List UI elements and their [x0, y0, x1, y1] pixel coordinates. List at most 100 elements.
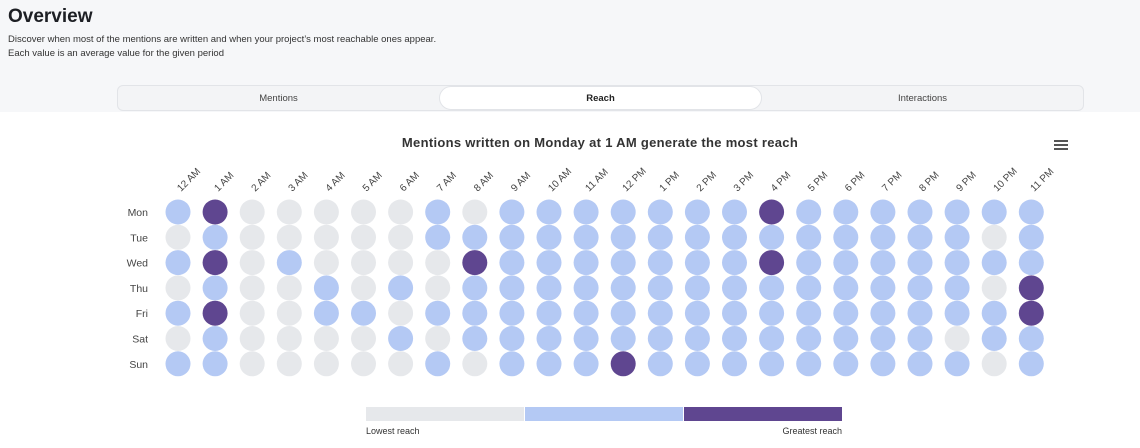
heatmap-cell[interactable]: [796, 300, 822, 326]
heatmap-cell[interactable]: [388, 199, 414, 225]
heatmap-cell[interactable]: [610, 224, 636, 250]
heatmap-cell[interactable]: [239, 326, 265, 351]
heatmap-cell[interactable]: [907, 351, 933, 377]
heatmap-cell[interactable]: [462, 275, 488, 301]
heatmap-cell[interactable]: [870, 199, 896, 225]
heatmap-cell[interactable]: [796, 326, 822, 351]
heatmap-cell[interactable]: [1018, 199, 1044, 225]
heatmap-cell[interactable]: [907, 199, 933, 225]
heatmap-cell[interactable]: [573, 199, 599, 225]
heatmap-cell[interactable]: [870, 275, 896, 301]
heatmap-cell[interactable]: [388, 275, 414, 301]
heatmap-cell[interactable]: [944, 224, 970, 250]
heatmap-cell[interactable]: [165, 351, 191, 377]
heatmap-cell[interactable]: [759, 199, 785, 225]
heatmap-cell[interactable]: [647, 351, 673, 377]
heatmap-cell[interactable]: [499, 300, 525, 326]
heatmap-cell[interactable]: [276, 250, 302, 276]
heatmap-cell[interactable]: [351, 224, 376, 250]
heatmap-cell[interactable]: [239, 224, 265, 250]
heatmap-cell[interactable]: [202, 250, 228, 276]
heatmap-cell[interactable]: [313, 224, 339, 250]
heatmap-cell[interactable]: [944, 351, 970, 377]
heatmap-cell[interactable]: [276, 300, 302, 326]
heatmap-cell[interactable]: [647, 199, 673, 225]
heatmap-cell[interactable]: [870, 224, 896, 250]
heatmap-cell[interactable]: [313, 275, 339, 301]
heatmap-cell[interactable]: [610, 250, 636, 276]
heatmap-cell[interactable]: [276, 199, 302, 225]
heatmap-cell[interactable]: [351, 199, 376, 225]
heatmap-cell[interactable]: [944, 300, 970, 326]
heatmap-cell[interactable]: [981, 275, 1007, 301]
heatmap-cell[interactable]: [870, 300, 896, 326]
heatmap-cell[interactable]: [796, 224, 822, 250]
heatmap-cell[interactable]: [573, 224, 599, 250]
heatmap-cell[interactable]: [202, 275, 228, 301]
heatmap-cell[interactable]: [536, 326, 562, 351]
heatmap-cell[interactable]: [981, 326, 1007, 351]
heatmap-cell[interactable]: [388, 351, 414, 377]
heatmap-cell[interactable]: [388, 300, 414, 326]
heatmap-cell[interactable]: [944, 250, 970, 276]
heatmap-cell[interactable]: [1018, 250, 1044, 276]
heatmap-cell[interactable]: [351, 250, 376, 276]
heatmap-cell[interactable]: [165, 250, 191, 276]
heatmap-cell[interactable]: [684, 250, 710, 276]
heatmap-cell[interactable]: [610, 199, 636, 225]
heatmap-cell[interactable]: [870, 250, 896, 276]
heatmap-cell[interactable]: [870, 326, 896, 351]
heatmap-cell[interactable]: [722, 275, 747, 301]
heatmap-cell[interactable]: [165, 275, 191, 301]
heatmap-cell[interactable]: [499, 326, 525, 351]
heatmap-cell[interactable]: [239, 275, 265, 301]
heatmap-cell[interactable]: [202, 224, 228, 250]
heatmap-cell[interactable]: [684, 300, 710, 326]
heatmap-cell[interactable]: [944, 275, 970, 301]
heatmap-cell[interactable]: [573, 351, 599, 377]
heatmap-cell[interactable]: [759, 224, 785, 250]
heatmap-cell[interactable]: [462, 300, 488, 326]
heatmap-cell[interactable]: [944, 326, 970, 351]
heatmap-cell[interactable]: [1018, 300, 1044, 326]
heatmap-cell[interactable]: [722, 250, 747, 276]
heatmap-cell[interactable]: [684, 351, 710, 377]
heatmap-cell[interactable]: [499, 351, 525, 377]
heatmap-cell[interactable]: [536, 300, 562, 326]
heatmap-cell[interactable]: [165, 326, 191, 351]
heatmap-cell[interactable]: [684, 199, 710, 225]
heatmap-cell[interactable]: [351, 351, 376, 377]
heatmap-cell[interactable]: [573, 250, 599, 276]
heatmap-cell[interactable]: [907, 224, 933, 250]
heatmap-cell[interactable]: [499, 224, 525, 250]
heatmap-cell[interactable]: [313, 351, 339, 377]
heatmap-cell[interactable]: [833, 300, 859, 326]
heatmap-cell[interactable]: [239, 199, 265, 225]
heatmap-cell[interactable]: [165, 300, 191, 326]
heatmap-cell[interactable]: [239, 351, 265, 377]
heatmap-cell[interactable]: [276, 224, 302, 250]
heatmap-cell[interactable]: [759, 351, 785, 377]
heatmap-cell[interactable]: [722, 300, 747, 326]
heatmap-cell[interactable]: [759, 250, 785, 276]
heatmap-cell[interactable]: [796, 351, 822, 377]
heatmap-cell[interactable]: [759, 300, 785, 326]
heatmap-cell[interactable]: [165, 224, 191, 250]
heatmap-cell[interactable]: [276, 275, 302, 301]
heatmap-cell[interactable]: [276, 351, 302, 377]
heatmap-cell[interactable]: [276, 326, 302, 351]
heatmap-cell[interactable]: [796, 275, 822, 301]
heatmap-cell[interactable]: [833, 326, 859, 351]
heatmap-cell[interactable]: [981, 199, 1007, 225]
heatmap-cell[interactable]: [388, 326, 414, 351]
heatmap-cell[interactable]: [239, 300, 265, 326]
heatmap-cell[interactable]: [388, 224, 414, 250]
heatmap-cell[interactable]: [425, 300, 451, 326]
heatmap-cell[interactable]: [462, 326, 488, 351]
heatmap-cell[interactable]: [610, 300, 636, 326]
heatmap-cell[interactable]: [462, 351, 488, 377]
heatmap-cell[interactable]: [1018, 351, 1044, 377]
heatmap-cell[interactable]: [647, 275, 673, 301]
heatmap-cell[interactable]: [425, 351, 451, 377]
heatmap-cell[interactable]: [388, 250, 414, 276]
